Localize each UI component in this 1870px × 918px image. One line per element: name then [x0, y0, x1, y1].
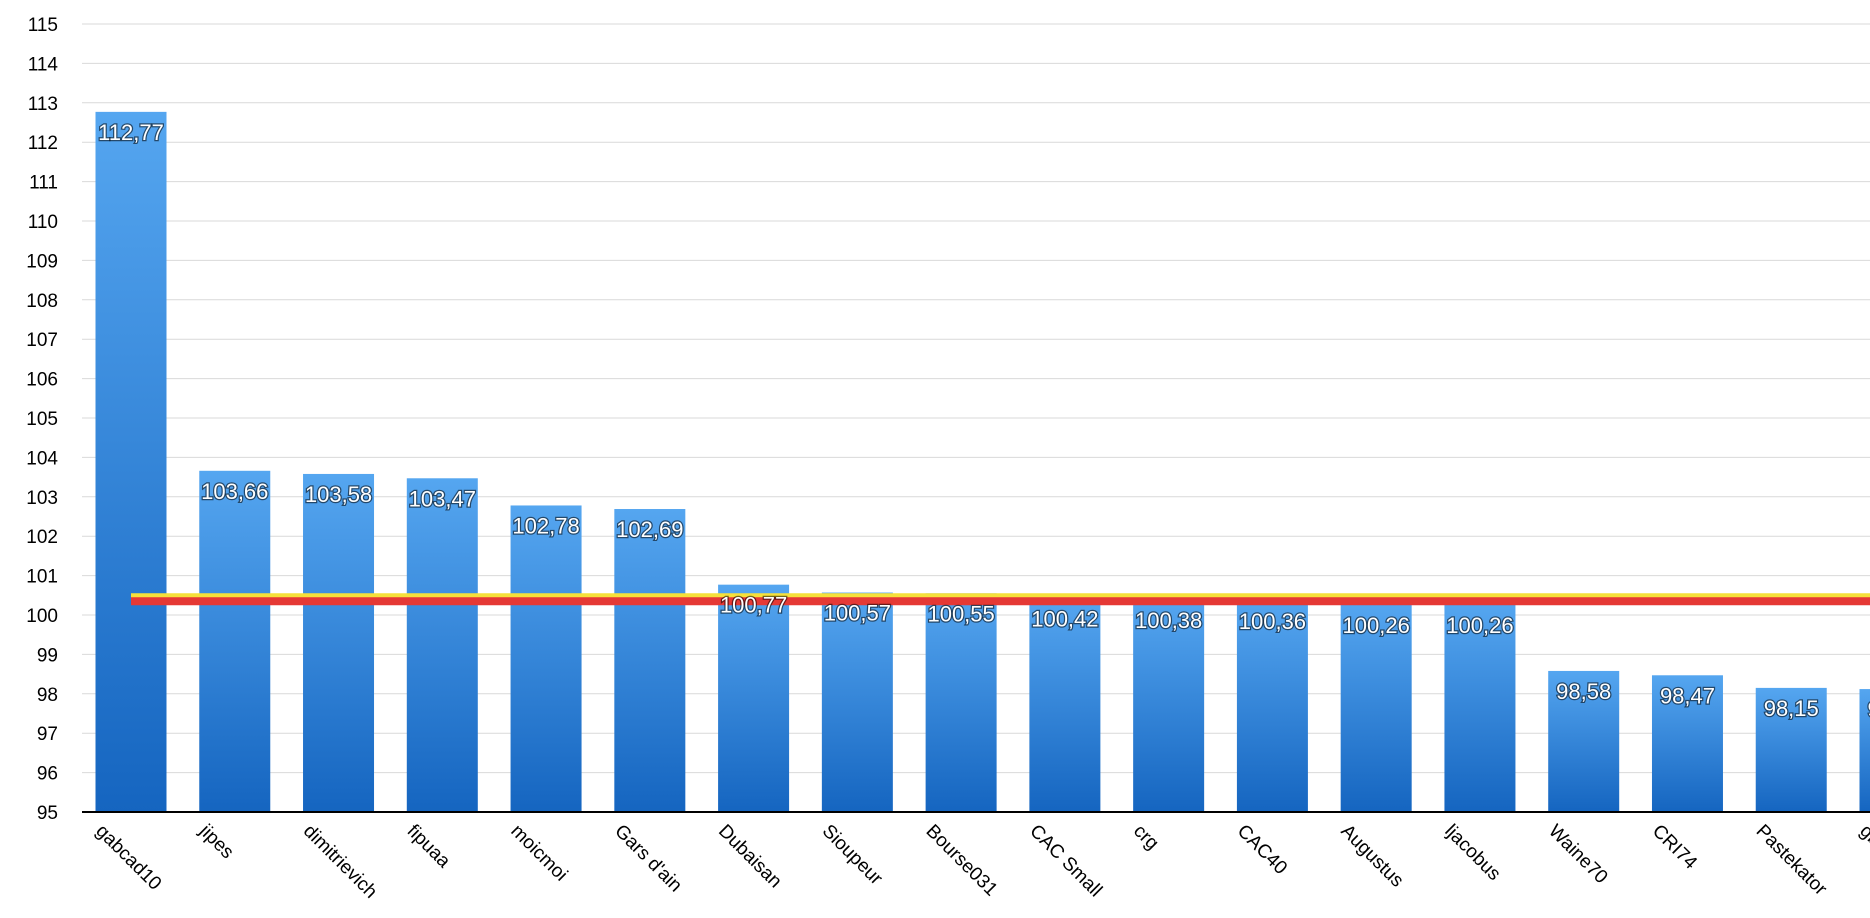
y-tick-label: 97 [37, 724, 58, 745]
data-label: 102,69 [616, 517, 683, 542]
x-axis: gabcad10 jipes dimitrievich fipuaa moicmoi Ga… [91, 820, 1870, 903]
y-tick-label: 113 [28, 94, 58, 115]
bar [614, 509, 686, 812]
grid-lines [82, 23, 1870, 774]
data-label: 100,26 [1343, 613, 1410, 638]
x-tick-label: CRI74 [1648, 821, 1701, 874]
y-tick-label: 114 [28, 54, 59, 75]
bar [821, 592, 893, 812]
y-tick-label: 115 [28, 15, 58, 36]
bar [1444, 604, 1516, 812]
x-tick-label: jipes [195, 820, 238, 863]
data-label: 100,55 [927, 601, 994, 626]
y-tick-label: 98 [37, 685, 58, 706]
bar [1340, 604, 1412, 812]
x-tick-label: CAC40 [1233, 821, 1291, 879]
bar [1755, 687, 1827, 812]
y-axis: 95 96 97 98 99 100 101 102 103 104 105 106 107 108 109… [26, 15, 58, 824]
y-tick-label: 112 [28, 133, 58, 154]
data-label: 112,77 [98, 120, 164, 145]
x-tick-label: CAC Small [1025, 821, 1106, 902]
reference-line-yellow [131, 593, 1870, 599]
y-tick-label: 100 [26, 606, 58, 627]
bar [95, 111, 167, 812]
x-tick-label: crg [1129, 821, 1163, 855]
x-tick-label: Bourse031 [922, 821, 1002, 901]
y-tick-label: 104 [26, 448, 58, 469]
reference-line-red [131, 597, 1870, 606]
data-label: 100,77 [720, 593, 787, 618]
data-label: 100,38 [1135, 608, 1202, 633]
y-tick-label: 106 [26, 370, 58, 391]
y-tick-label: 111 [29, 173, 58, 194]
bar [406, 478, 478, 812]
bar [1651, 675, 1723, 812]
x-tick-label: Augustus [1337, 821, 1408, 892]
bar [718, 584, 790, 812]
x-tick-label: Waine70 [1544, 821, 1611, 888]
bar [925, 593, 997, 812]
data-label: 103,47 [409, 486, 476, 511]
y-tick-label: 102 [26, 527, 58, 548]
bar [1029, 598, 1101, 812]
y-tick-label: 110 [28, 212, 58, 233]
y-tick-label: 101 [26, 567, 58, 588]
x-tick-label: Pastekator [1752, 821, 1832, 901]
y-tick-label: 107 [26, 330, 58, 351]
value-labels: 112,77 103,66 103,58 103,47 102,78 102,69 100,… [97, 119, 1870, 724]
data-label: 98,15 [1764, 696, 1819, 721]
data-label: 103,58 [305, 482, 372, 507]
data-label: 100,26 [1446, 613, 1513, 638]
x-tick-label: gbobola [1855, 821, 1870, 884]
x-tick-label: Gars d'ain [610, 821, 686, 897]
data-label: 102,78 [512, 513, 579, 538]
data-label: 100,36 [1239, 609, 1306, 634]
y-tick-label: 95 [37, 803, 58, 824]
y-tick-label: 108 [26, 291, 58, 312]
x-tick-label: dimitrievich [299, 821, 381, 903]
bar [303, 473, 375, 812]
data-label: 100,42 [1031, 606, 1098, 631]
y-tick-label: 96 [37, 764, 58, 785]
data-label: 98,12 [1867, 697, 1870, 722]
data-label: 98,58 [1556, 679, 1611, 704]
data-label: 100,57 [824, 601, 891, 626]
x-tick-label: Sioupeur [818, 821, 887, 890]
x-tick-label: ljacobus [1440, 821, 1504, 885]
y-tick-label: 105 [26, 409, 58, 430]
bar [1859, 689, 1870, 812]
y-tick-label: 109 [26, 251, 58, 272]
bar [1548, 670, 1620, 812]
x-tick-label: Dubaisan [714, 821, 786, 893]
x-tick-label: fipuaa [403, 821, 455, 873]
x-tick-label: moicmoi [507, 821, 572, 886]
bars [95, 111, 1870, 812]
y-tick-label: 103 [26, 488, 58, 509]
data-label: 98,47 [1660, 683, 1715, 708]
bar [1236, 600, 1308, 812]
y-tick-label: 99 [37, 645, 58, 666]
x-tick-label: gabcad10 [91, 821, 165, 895]
reference-line [131, 593, 1870, 606]
bar [199, 470, 271, 812]
bar [1133, 600, 1205, 812]
data-label: 103,66 [201, 479, 268, 504]
bar [510, 505, 582, 812]
